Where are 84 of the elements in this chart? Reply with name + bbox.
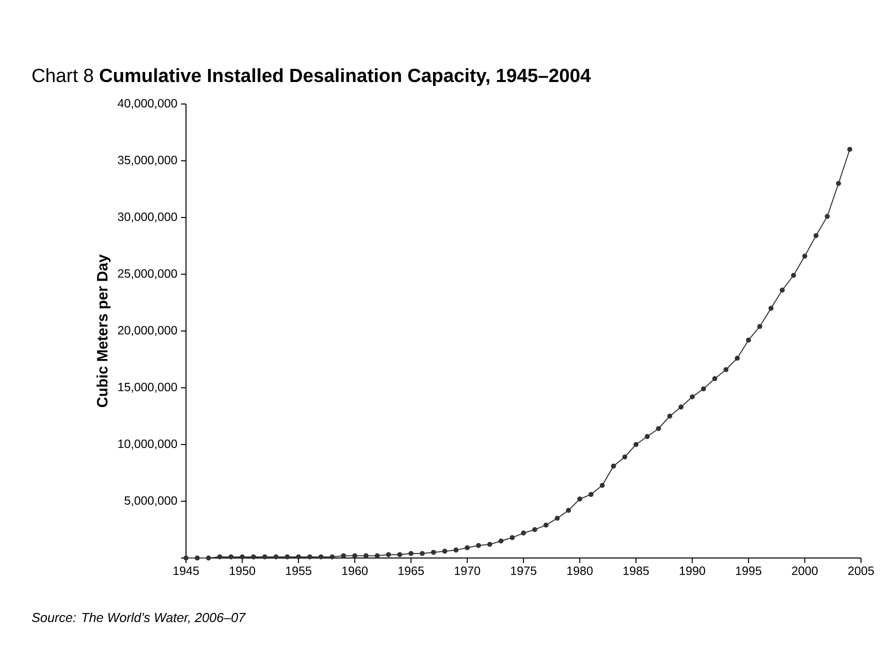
point [588, 492, 594, 497]
point [724, 367, 729, 372]
point [510, 535, 515, 540]
point [824, 214, 830, 219]
point [274, 554, 278, 560]
point [307, 554, 312, 560]
chart-title: Chart 8 Cumulative Installed Desalination Capacity, 1945–2004 [32, 68, 591, 86]
point [600, 482, 605, 488]
point [836, 180, 842, 186]
point [442, 548, 448, 554]
point [251, 554, 256, 560]
point [420, 550, 425, 556]
x-tick-label: 1990 [680, 566, 706, 576]
point [690, 394, 695, 400]
x-tick-label: 1985 [624, 566, 649, 576]
y-tick-label: 30,000,000 [118, 212, 177, 222]
point [622, 454, 628, 460]
y-tick-label: 10,000,000 [118, 440, 177, 450]
point [397, 552, 402, 558]
y-tick-label: 40,000,000 [118, 99, 177, 109]
point [532, 527, 538, 532]
x-tick-label: 1960 [342, 566, 368, 576]
point [554, 516, 560, 521]
point [217, 554, 222, 560]
x-tick-label: 1995 [736, 566, 762, 576]
point [364, 553, 368, 558]
x-tick-label: 1970 [454, 566, 480, 576]
point [476, 543, 482, 548]
point [791, 272, 796, 278]
y-tick-label: 5,000,000 [124, 496, 177, 506]
point [768, 306, 774, 311]
point [454, 548, 459, 553]
point [318, 554, 324, 560]
point [611, 464, 616, 469]
point [656, 426, 662, 432]
point [667, 414, 672, 419]
point [734, 356, 740, 361]
point [757, 324, 762, 329]
point [644, 434, 650, 440]
point [544, 522, 549, 528]
y-tick-label: 25,000,000 [118, 269, 177, 280]
point [284, 554, 290, 560]
point [352, 553, 358, 558]
point [814, 233, 819, 238]
point [262, 554, 268, 560]
point [341, 553, 346, 558]
point [566, 508, 572, 513]
point [780, 288, 785, 293]
point [802, 254, 808, 259]
point [431, 550, 436, 555]
point [206, 556, 211, 560]
point [330, 554, 335, 560]
point [386, 552, 392, 558]
source-note: Source: The World’s Water, 2006–07 [32, 612, 246, 624]
x-tick-label: 1975 [511, 566, 536, 576]
point [678, 404, 684, 410]
x-tick-label: 1965 [398, 566, 424, 576]
y-tick-label: 20,000,000 [118, 326, 177, 336]
y-tick-label: 15,000,000 [118, 382, 177, 393]
point [194, 556, 200, 560]
point [408, 550, 414, 556]
point [228, 554, 234, 560]
point [847, 146, 852, 152]
x-tick-label: 1950 [230, 566, 256, 576]
x-tick-label: 2000 [792, 566, 818, 576]
point [498, 538, 504, 544]
point [634, 442, 639, 447]
x-tick-label: 1945 [174, 566, 199, 576]
x-tick-label: 1955 [286, 566, 312, 576]
point [712, 376, 718, 382]
x-tick-label: 1980 [567, 566, 593, 576]
point [521, 530, 526, 536]
point [240, 554, 245, 560]
point [184, 556, 188, 560]
point [374, 553, 380, 558]
point [746, 338, 752, 343]
point [464, 545, 470, 550]
y-tick-label: 35,000,000 [118, 156, 177, 166]
point [487, 542, 492, 547]
y-axis-title: Cubic Meters per Day [96, 254, 111, 408]
point [577, 496, 582, 502]
point [296, 554, 302, 560]
point [701, 386, 706, 392]
x-tick-label: 2005 [848, 566, 874, 576]
